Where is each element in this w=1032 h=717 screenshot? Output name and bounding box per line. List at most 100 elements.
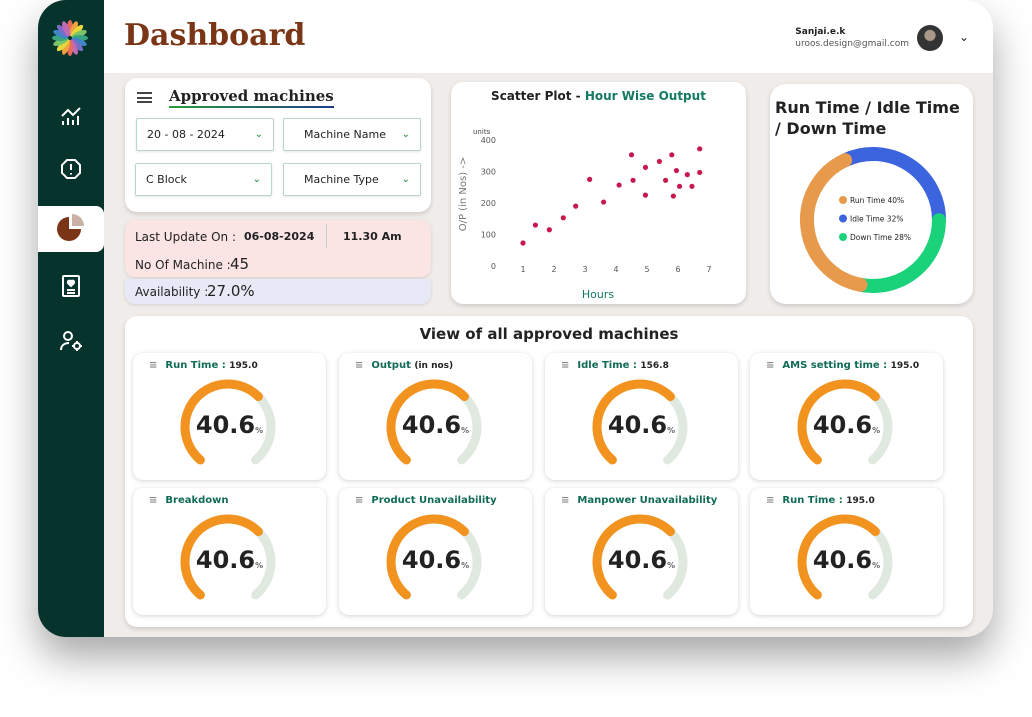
gauge-fill xyxy=(180,379,263,465)
gauge-label: Run Time : xyxy=(165,360,226,371)
gauge-percent-value: 40.6 xyxy=(195,546,256,574)
x-tick-label: 2 xyxy=(551,265,556,274)
gauge-percent-value: 40.6 xyxy=(195,411,256,439)
scatter-point xyxy=(669,152,675,158)
gauge-header: ≡ Run Time : 195.0 xyxy=(149,360,258,371)
gauge-label: Product Unavailability xyxy=(371,495,497,506)
menu-icon[interactable]: ≡ xyxy=(561,360,570,371)
scatter-plot: units 0 100 200 300 400 1 2 3 4 5 6 7 Hours O/P (in No… xyxy=(458,128,712,301)
last-update-date: 06-08-2024 xyxy=(244,230,315,243)
date-dropdown[interactable]: 20 - 08 - 2024 ⌄ xyxy=(136,118,274,151)
percent-sign: % xyxy=(667,561,676,570)
avatar[interactable] xyxy=(917,25,943,51)
logo-petal xyxy=(62,39,71,55)
sidebar-item-user-settings[interactable] xyxy=(38,320,104,366)
x-tick-label: 5 xyxy=(644,265,649,274)
gauge-fill xyxy=(180,514,263,600)
last-update-label: Last Update On : xyxy=(135,230,236,244)
alert-octagon-icon xyxy=(60,158,82,184)
block-dropdown[interactable]: C Block ⌄ xyxy=(135,163,272,196)
gauge-header: ≡ AMS setting time : 195.0 xyxy=(766,360,919,371)
machines-title: View of all approved machines xyxy=(419,325,679,343)
menu-icon[interactable]: ≡ xyxy=(561,495,570,506)
menu-icon[interactable]: ≡ xyxy=(149,360,158,371)
gauge-percent: 40.6% xyxy=(339,546,532,574)
menu-icon[interactable]: ≡ xyxy=(355,360,364,371)
y-unit-label: units xyxy=(473,128,491,136)
gauge-card: ≡ Idle Time : 156.8 40.6% xyxy=(545,353,738,480)
x-tick-label: 6 xyxy=(675,265,680,274)
gauge-card: ≡ Breakdown 40.6% xyxy=(133,488,326,615)
user-gear-icon xyxy=(59,330,83,356)
sidebar-item-analytics[interactable] xyxy=(38,95,104,141)
percent-sign: % xyxy=(872,426,881,435)
scatter-point xyxy=(673,167,680,174)
user-menu-chevron-icon[interactable]: ⌄ xyxy=(958,30,969,44)
scatter-title: Scatter Plot - Hour Wise Output xyxy=(451,89,746,103)
gauge-header: ≡ Run Time : 195.0 xyxy=(766,495,875,506)
gauge-percent-value: 40.6 xyxy=(812,411,873,439)
machine-name-value: Machine Name xyxy=(304,128,386,141)
scatter-point xyxy=(520,240,526,246)
gauge-value: 195.0 xyxy=(890,361,920,371)
sidebar-item-reports[interactable] xyxy=(38,206,104,252)
gauge-value: (in nos) xyxy=(414,361,454,371)
gauge-percent: 40.6% xyxy=(133,411,326,439)
gauge-fill xyxy=(797,379,880,465)
logo-petal xyxy=(71,37,87,46)
percent-sign: % xyxy=(255,426,264,435)
gauge-arc xyxy=(592,379,688,465)
gauge-header: ≡ Manpower Unavailability xyxy=(561,495,717,506)
legend-marker xyxy=(839,233,847,241)
percent-sign: % xyxy=(255,561,264,570)
filters-card: Approved machines 20 - 08 - 2024 ⌄ Machin… xyxy=(125,78,431,212)
gauge-percent-value: 40.6 xyxy=(607,411,668,439)
block-value: C Block xyxy=(146,173,187,186)
gauge-card: ≡ Manpower Unavailability 40.6% xyxy=(545,488,738,615)
scatter-title-accent: Hour Wise Output xyxy=(584,89,706,103)
user-info: Sanjai.e.k uroos.design@gmail.com xyxy=(795,27,909,49)
gauge-header: ≡ Product Unavailability xyxy=(355,495,497,506)
machines-label: No Of Machine : xyxy=(135,258,231,272)
menu-icon[interactable]: ≡ xyxy=(149,495,158,506)
page-title: Dashboard xyxy=(124,18,306,53)
logo-petal xyxy=(69,21,78,37)
scatter-point xyxy=(642,192,649,198)
sidebar-item-alerts[interactable] xyxy=(38,148,104,194)
x-axis-label: Hours xyxy=(582,288,614,301)
legend-marker xyxy=(839,196,847,204)
gauge-label: Run Time : xyxy=(782,495,843,506)
menu-icon[interactable]: ≡ xyxy=(766,495,775,506)
gauge-card: ≡ AMS setting time : 195.0 40.6% xyxy=(750,353,943,480)
menu-icon[interactable] xyxy=(137,92,152,103)
gauge-arc xyxy=(797,379,893,465)
scatter-point xyxy=(697,169,703,176)
logo-petal xyxy=(62,21,71,37)
gauge-arc xyxy=(180,514,276,600)
gauge-percent: 40.6% xyxy=(133,546,326,574)
x-tick-label: 4 xyxy=(613,265,618,274)
sidebar-item-health-report[interactable] xyxy=(38,265,104,311)
gauge-card: ≡ Product Unavailability 40.6% xyxy=(339,488,532,615)
scatter-point xyxy=(697,146,703,152)
gauge-fill xyxy=(797,514,880,600)
gauge-card: ≡ Output (in nos) 40.6% xyxy=(339,353,532,480)
logo-petal xyxy=(53,30,69,39)
divider xyxy=(326,224,327,248)
machine-type-dropdown[interactable]: Machine Type ⌄ xyxy=(283,163,421,196)
user-name: Sanjai.e.k xyxy=(795,27,846,37)
menu-icon[interactable]: ≡ xyxy=(766,360,775,371)
menu-icon[interactable]: ≡ xyxy=(355,495,364,506)
gauge-arc xyxy=(180,379,276,465)
chevron-down-icon: ⌄ xyxy=(401,174,410,185)
y-tick-label: 400 xyxy=(481,136,496,145)
gauge-label: AMS setting time : xyxy=(782,360,888,371)
gauge-label: Manpower Unavailability xyxy=(577,495,718,506)
date-value: 20 - 08 - 2024 xyxy=(147,128,225,141)
percent-sign: % xyxy=(872,561,881,570)
gauge-percent: 40.6% xyxy=(750,546,943,574)
machine-name-dropdown[interactable]: Machine Name ⌄ xyxy=(283,118,421,151)
percent-sign: % xyxy=(461,561,470,570)
scatter-point xyxy=(532,222,538,228)
scatter-point xyxy=(689,183,695,189)
